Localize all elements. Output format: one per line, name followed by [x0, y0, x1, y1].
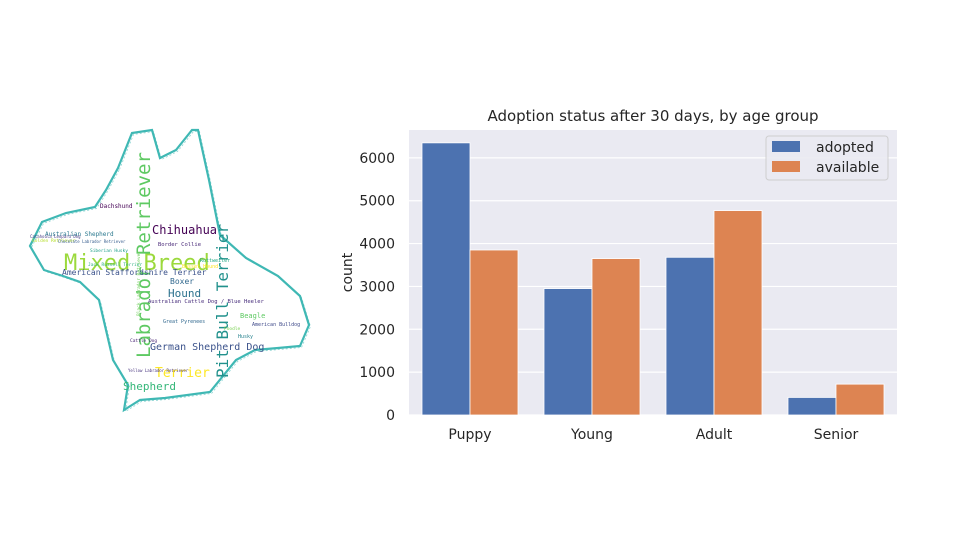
wordcloud-word: Jack Russell Terrier [88, 262, 142, 268]
y-tick-label: 6000 [359, 151, 395, 167]
legend: adopted available [765, 135, 889, 181]
wordcloud-word: Boxer [170, 277, 194, 286]
x-tick-label: Puppy [448, 427, 491, 443]
legend-label-adopted: adopted [816, 140, 874, 156]
x-tick-label: Senior [814, 427, 859, 443]
wordcloud-word: Basset Hound [182, 264, 218, 270]
bar-adopted-puppy [421, 142, 471, 416]
chart-title: Adoption status after 30 days, by age gr… [487, 107, 818, 125]
wordcloud-word: Pit Bull Terrier [213, 224, 232, 378]
wordcloud-word: Black Labrador Retriever [136, 251, 142, 316]
wordcloud-word: Poodle [224, 326, 241, 332]
wordcloud-word: Siberian Husky [90, 248, 128, 254]
wordcloud-word: Rottweiler [200, 258, 230, 264]
wordcloud-word: Husky [238, 334, 253, 340]
wordcloud-word: Australian Shepherd [45, 231, 114, 238]
bar-adopted-young [543, 288, 593, 416]
wordcloud-word: Catahoula Leopard Dog [30, 234, 81, 239]
y-tick-label: 5000 [359, 194, 395, 210]
wordcloud-word: Beagle [240, 312, 265, 320]
wordcloud-word: Great Pyrenees [163, 319, 205, 325]
bar-adopted-senior [787, 397, 837, 416]
wordcloud-word: Cattle Dog [130, 338, 157, 344]
bar-available-senior [835, 383, 885, 416]
y-tick-label: 2000 [359, 322, 395, 338]
wordcloud-word: Golden Retriever [32, 238, 76, 244]
wordcloud-word: Terrier [155, 366, 210, 381]
legend-swatch-available [772, 161, 800, 172]
y-tick-label: 4000 [359, 237, 395, 253]
wordcloud-word: Shepherd [123, 380, 176, 393]
wordcloud-word: Border Collie [158, 242, 201, 248]
bar-available-young [591, 258, 641, 416]
wordcloud-word: Yellow Labrador Retriever [128, 368, 189, 373]
wordcloud-word: Labrador Retriever [133, 152, 155, 358]
wordcloud-word: American Staffordshire Terrier [62, 268, 207, 277]
y-axis-label: count [340, 252, 356, 292]
y-tick-label: 3000 [359, 279, 395, 295]
wordcloud-word: American Bulldog [252, 322, 300, 328]
wordcloud-word: Mixed Breed [64, 251, 210, 276]
wordcloud-word: German Shepherd Dog [150, 342, 264, 353]
x-tick-label: Adult [696, 427, 733, 443]
wordcloud-word: Chocolate Labrador Retriever [58, 239, 126, 244]
bar-available-puppy [469, 249, 519, 416]
x-tick-label: Young [570, 427, 613, 443]
dog-head-outline [28, 128, 311, 413]
y-tick-label: 1000 [359, 365, 395, 381]
wordcloud-word: Chihuahua [152, 223, 217, 237]
legend-label-available: available [816, 160, 879, 176]
legend-swatch-adopted [772, 141, 800, 152]
y-tick-label: 0 [386, 408, 395, 424]
wordcloud-word: Dachshund [100, 203, 133, 210]
wordcloud-word: Hound [168, 287, 201, 300]
wordcloud-word: Australian Cattle Dog / Blue Heeler [148, 299, 265, 305]
bar-available-adult [713, 210, 763, 416]
bar-adopted-adult [665, 256, 715, 416]
